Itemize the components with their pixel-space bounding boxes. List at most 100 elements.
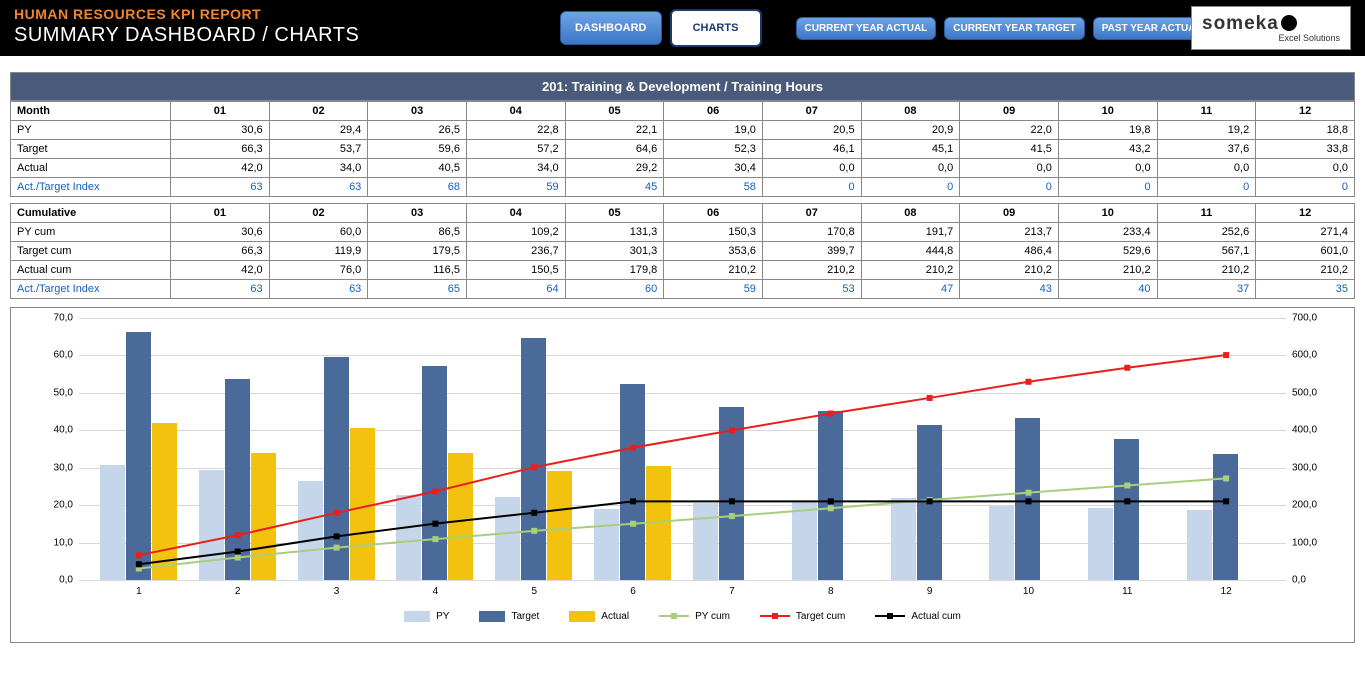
table-cell: 29,2 [565, 159, 664, 178]
x-axis-label: 12 [1221, 586, 1232, 597]
chart: 0,00,010,0100,020,0200,030,0300,040,0400… [10, 307, 1355, 643]
chart-legend: PY Target Actual PY cum Target cum Actua… [31, 610, 1334, 622]
current-year-actual-button[interactable]: CURRENT YEAR ACTUAL [796, 17, 937, 40]
table-header: 07 [762, 204, 861, 223]
table-header: 01 [171, 204, 270, 223]
table-cell: 19,2 [1157, 121, 1256, 140]
table-cell: 252,6 [1157, 223, 1256, 242]
table-header: 04 [466, 102, 565, 121]
table-header: 11 [1157, 102, 1256, 121]
table-cell: 34,0 [269, 159, 368, 178]
row-label: Target [11, 140, 171, 159]
table-cell: 210,2 [664, 261, 763, 280]
table-cell: 35 [1256, 280, 1355, 299]
bar-py [495, 497, 520, 580]
bar-target [324, 357, 349, 580]
bar-target [422, 366, 447, 580]
x-axis-label: 3 [334, 586, 340, 597]
table-cell: 19,8 [1058, 121, 1157, 140]
row-label: Act./Target Index [11, 280, 171, 299]
table-row: Target cum66,3119,9179,5236,7301,3353,63… [11, 242, 1355, 261]
table-cell: 119,9 [269, 242, 368, 261]
table-header: 02 [269, 204, 368, 223]
table-cell: 131,3 [565, 223, 664, 242]
charts-button[interactable]: CHARTS [670, 9, 762, 47]
table-header: 09 [960, 102, 1059, 121]
x-axis-label: 4 [433, 586, 439, 597]
x-axis-label: 5 [531, 586, 537, 597]
x-axis-label: 10 [1023, 586, 1034, 597]
bar-py [693, 503, 718, 580]
table-cell: 0,0 [960, 159, 1059, 178]
table-header: 04 [466, 204, 565, 223]
bar-target [1015, 418, 1040, 580]
table-header: 01 [171, 102, 270, 121]
table-cell: 0 [762, 178, 861, 197]
table-cell: 53,7 [269, 140, 368, 159]
dashboard-button[interactable]: DASHBOARD [560, 11, 662, 45]
table-cell: 210,2 [960, 261, 1059, 280]
table-cell: 60,0 [269, 223, 368, 242]
table-row: Actual cum42,076,0116,5150,5179,8210,221… [11, 261, 1355, 280]
table-cell: 0,0 [1058, 159, 1157, 178]
table-cell: 179,5 [368, 242, 467, 261]
y2-axis-label: 0,0 [1292, 575, 1334, 586]
table-header: Cumulative [11, 204, 171, 223]
table-cell: 34,0 [466, 159, 565, 178]
logo: someka Excel Solutions [1191, 6, 1351, 50]
bar-target [917, 425, 942, 580]
y2-axis-label: 100,0 [1292, 537, 1334, 548]
table-cell: 29,4 [269, 121, 368, 140]
table-header: 10 [1058, 204, 1157, 223]
current-year-target-button[interactable]: CURRENT YEAR TARGET [944, 17, 1084, 40]
table-header: 06 [664, 102, 763, 121]
y2-axis-label: 500,0 [1292, 387, 1334, 398]
table-cell: 43 [960, 280, 1059, 299]
table-cell: 210,2 [861, 261, 960, 280]
table-cell: 179,8 [565, 261, 664, 280]
table-cell: 37 [1157, 280, 1256, 299]
table-cell: 0,0 [861, 159, 960, 178]
table-cell: 40,5 [368, 159, 467, 178]
table-cell: 191,7 [861, 223, 960, 242]
table-cell: 47 [861, 280, 960, 299]
bar-py [792, 502, 817, 580]
table-cell: 30,6 [171, 223, 270, 242]
table-cell: 58 [664, 178, 763, 197]
table-header: 03 [368, 204, 467, 223]
table-cell: 353,6 [664, 242, 763, 261]
y-axis-label: 30,0 [35, 462, 73, 473]
bar-target [818, 411, 843, 580]
header: HUMAN RESOURCES KPI REPORT SUMMARY DASHB… [0, 0, 1365, 56]
table-header: 05 [565, 204, 664, 223]
x-axis-label: 7 [729, 586, 735, 597]
table-cell: 37,6 [1157, 140, 1256, 159]
table-cell: 210,2 [1058, 261, 1157, 280]
y-axis-label: 50,0 [35, 387, 73, 398]
x-axis-label: 9 [927, 586, 933, 597]
table-cell: 30,6 [171, 121, 270, 140]
table-header: 07 [762, 102, 861, 121]
table-cell: 0 [1058, 178, 1157, 197]
table-header: 03 [368, 102, 467, 121]
table-cell: 46,1 [762, 140, 861, 159]
bar-actual [251, 453, 276, 580]
bar-actual [350, 428, 375, 580]
table-header: 09 [960, 204, 1059, 223]
legend-actual-cum: Actual cum [911, 611, 960, 622]
bar-target [719, 407, 744, 580]
table-cell: 150,3 [664, 223, 763, 242]
y-axis-label: 40,0 [35, 425, 73, 436]
table-row: Actual42,034,040,534,029,230,40,00,00,00… [11, 159, 1355, 178]
table-cell: 30,4 [664, 159, 763, 178]
table-header: 02 [269, 102, 368, 121]
table-cell: 64,6 [565, 140, 664, 159]
y-axis-label: 60,0 [35, 350, 73, 361]
table-cell: 210,2 [1256, 261, 1355, 280]
table-cell: 567,1 [1157, 242, 1256, 261]
row-label: Actual [11, 159, 171, 178]
table-cell: 0 [861, 178, 960, 197]
bar-py [298, 481, 323, 580]
legend-target-cum: Target cum [796, 611, 845, 622]
table-row: Act./Target Index63636564605953474340373… [11, 280, 1355, 299]
